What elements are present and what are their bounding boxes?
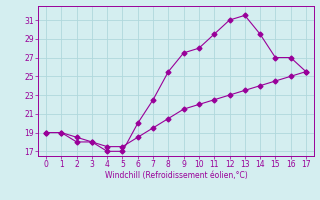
X-axis label: Windchill (Refroidissement éolien,°C): Windchill (Refroidissement éolien,°C) [105, 171, 247, 180]
